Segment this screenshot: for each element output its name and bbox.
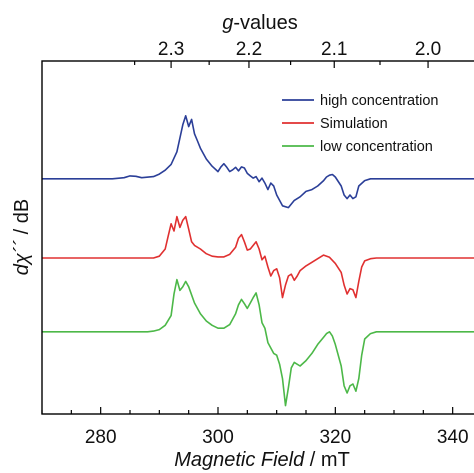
series-line-2: [42, 278, 474, 407]
x-tick-label: 300: [202, 427, 234, 448]
x-tick-label: 340: [437, 427, 469, 448]
legend-label-0: high concentration: [320, 93, 439, 109]
x-axis: 280 300 320 340: [41, 407, 469, 448]
g-axis-title-main: g: [222, 12, 233, 34]
y-axis-title: dχ´´ / dB: [11, 199, 33, 276]
g-axis: 2.32.22.12.01.9: [134, 39, 441, 68]
g-tick-label: 2.1: [321, 39, 347, 60]
y-axis-title-d: d: [11, 263, 33, 275]
g-tick-label: 2.3: [158, 39, 184, 60]
y-axis-title-chi: χ´´: [11, 240, 33, 267]
legend: high concentration Simulation low concentr…: [282, 93, 439, 155]
y-axis-title-unit: / dB: [11, 199, 33, 240]
g-tick-label: 2.0: [415, 39, 441, 60]
x-axis-title: Magnetic Field / mT: [174, 449, 350, 471]
g-tick-label: 2.2: [236, 39, 262, 60]
x-tick-label: 280: [85, 427, 117, 448]
legend-label-2: low concentration: [320, 139, 433, 155]
x-tick-label: 320: [319, 427, 351, 448]
series-line-0: [42, 115, 474, 209]
x-axis-title-main: Magnetic Field: [174, 449, 305, 471]
g-axis-title-suffix: -values: [233, 12, 297, 34]
g-axis-title: g-values: [222, 12, 298, 34]
x-axis-title-unit: / mT: [304, 449, 350, 471]
plot-frame: [41, 60, 474, 415]
series-layer: [42, 115, 474, 407]
legend-label-1: Simulation: [320, 116, 388, 132]
series-line-1: [42, 215, 474, 299]
